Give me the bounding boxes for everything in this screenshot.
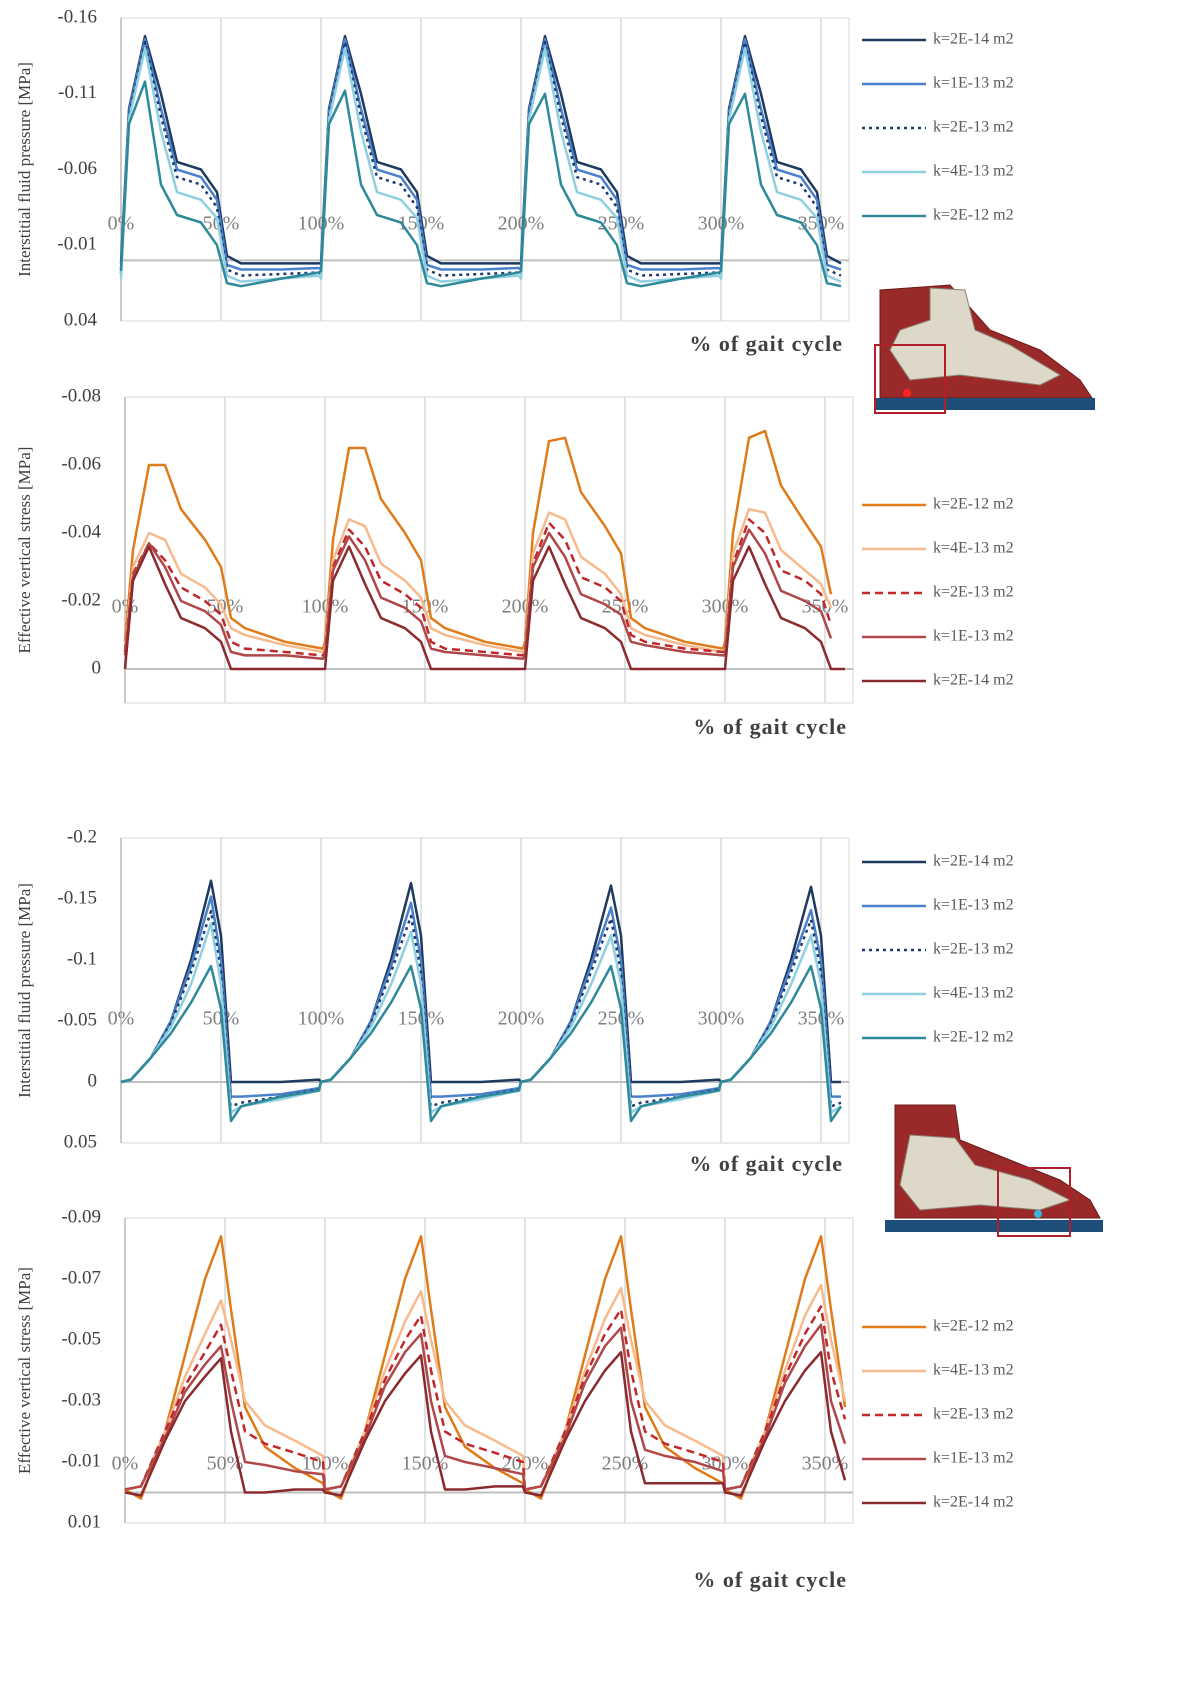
- series-line: [119, 37, 842, 271]
- legend-label: k=2E-13 m2: [933, 1406, 1014, 1423]
- x-tick-label: 250%: [602, 1453, 649, 1475]
- legend-label: k=4E-13 m2: [933, 1362, 1014, 1379]
- y-tick-label: -0.15: [57, 887, 97, 908]
- x-tick-label: 350%: [802, 1453, 849, 1475]
- legend-label: k=2E-12 m2: [933, 1318, 1014, 1335]
- x-tick-label: 300%: [702, 596, 749, 618]
- series-line: [120, 895, 841, 1098]
- legend-label: k=4E-13 m2: [933, 540, 1014, 557]
- x-tick-label: 0%: [112, 1453, 139, 1475]
- legend-label: k=2E-13 m2: [933, 119, 1014, 136]
- y-tick-label: -0.1: [67, 948, 97, 969]
- legend-label: k=2E-12 m2: [933, 207, 1014, 224]
- y-axis-title: Effective vertical stress [MPa]: [15, 1267, 34, 1474]
- y-tick-label: -0.02: [61, 589, 101, 610]
- y-tick-label: -0.01: [57, 234, 97, 255]
- series-line: [124, 1350, 847, 1497]
- y-tick-label: -0.03: [61, 1389, 101, 1410]
- legend-label: k=1E-13 m2: [933, 1450, 1014, 1467]
- y-tick-label: 0.01: [68, 1511, 101, 1532]
- y-tick-label: 0: [88, 1070, 98, 1091]
- series-line: [119, 40, 842, 277]
- x-axis-title: % of gait cycle: [693, 1567, 847, 1592]
- series-line: [119, 80, 842, 288]
- x-tick-label: 0%: [112, 596, 139, 618]
- y-axis-title: Interstitial fluid pressure [MPa]: [15, 62, 34, 277]
- y-tick-label: 0.05: [64, 1131, 97, 1152]
- series-line: [123, 545, 845, 671]
- region-box: [997, 1167, 1071, 1237]
- legend-label: k=1E-13 m2: [933, 897, 1014, 914]
- y-tick-label: -0.2: [67, 826, 97, 847]
- y-tick-label: -0.07: [61, 1267, 101, 1288]
- y-tick-label: 0: [92, 657, 102, 678]
- x-tick-label: 300%: [698, 213, 745, 235]
- legend-label: k=2E-13 m2: [933, 584, 1014, 601]
- sample-point: [1034, 1210, 1042, 1218]
- chart: -0.09-0.07-0.05-0.03-0.010.010% 50% 100% 15…: [15, 1206, 1014, 1592]
- foot-inset-forefoot: [885, 1104, 1103, 1237]
- y-tick-label: 0.04: [64, 309, 98, 330]
- x-tick-label: 100%: [302, 596, 349, 618]
- x-axis-title: % of gait cycle: [689, 331, 843, 356]
- ground-plate: [885, 1220, 1103, 1232]
- x-tick-label: 50%: [207, 1453, 244, 1475]
- x-axis-title: % of gait cycle: [693, 714, 847, 739]
- legend-label: k=2E-12 m2: [933, 1029, 1014, 1046]
- legend-label: k=2E-13 m2: [933, 941, 1014, 958]
- series-line: [119, 47, 842, 283]
- legend-label: k=4E-13 m2: [933, 163, 1014, 180]
- series-line: [123, 518, 833, 657]
- x-tick-label: 200%: [498, 213, 545, 235]
- chart: -0.16-0.11-0.06-0.010.040% 50% 100% 150% 200…: [15, 6, 1014, 356]
- legend-label: k=1E-13 m2: [933, 628, 1014, 645]
- x-tick-label: 200%: [502, 596, 549, 618]
- x-tick-label: 100%: [298, 213, 345, 235]
- y-tick-label: -0.05: [61, 1328, 101, 1349]
- ground-plate: [874, 398, 1095, 410]
- y-tick-label: -0.05: [57, 1009, 97, 1030]
- x-tick-label: 200%: [498, 1008, 545, 1030]
- series-line: [120, 964, 843, 1123]
- series-line: [124, 1323, 847, 1491]
- x-tick-label: 0%: [108, 1008, 135, 1030]
- region-box: [874, 344, 946, 414]
- y-tick-label: -0.06: [61, 453, 101, 474]
- y-axis-title: Effective vertical stress [MPa]: [15, 447, 34, 654]
- series-line: [120, 879, 841, 1084]
- sample-point: [903, 389, 911, 397]
- x-tick-label: 300%: [698, 1008, 745, 1030]
- x-axis-title: % of gait cycle: [689, 1151, 843, 1176]
- legend-label: k=2E-14 m2: [933, 31, 1014, 48]
- legend-label: k=2E-14 m2: [933, 853, 1014, 870]
- y-tick-label: -0.11: [58, 82, 97, 103]
- legend-label: k=2E-14 m2: [933, 672, 1014, 689]
- y-tick-label: -0.16: [57, 6, 97, 27]
- y-tick-label: -0.01: [61, 1450, 101, 1471]
- foot-bones: [889, 287, 1062, 386]
- y-tick-label: -0.09: [61, 1206, 101, 1227]
- y-tick-label: -0.08: [61, 385, 101, 406]
- legend-label: k=1E-13 m2: [933, 75, 1014, 92]
- x-tick-label: 200%: [502, 1453, 549, 1475]
- legend-label: k=4E-13 m2: [933, 985, 1014, 1002]
- foot-bones: [899, 1134, 1072, 1211]
- y-tick-label: -0.06: [57, 158, 97, 179]
- foot-inset-heel: [874, 284, 1095, 414]
- x-tick-label: 0%: [108, 213, 135, 235]
- y-axis-title: Interstitial fluid pressure [MPa]: [15, 883, 34, 1098]
- y-tick-label: -0.04: [61, 521, 101, 542]
- plot-border: [124, 396, 854, 704]
- x-tick-label: 50%: [207, 596, 244, 618]
- legend-label: k=2E-12 m2: [933, 496, 1014, 513]
- legend-label: k=2E-14 m2: [933, 1494, 1014, 1511]
- x-tick-label: 100%: [298, 1008, 345, 1030]
